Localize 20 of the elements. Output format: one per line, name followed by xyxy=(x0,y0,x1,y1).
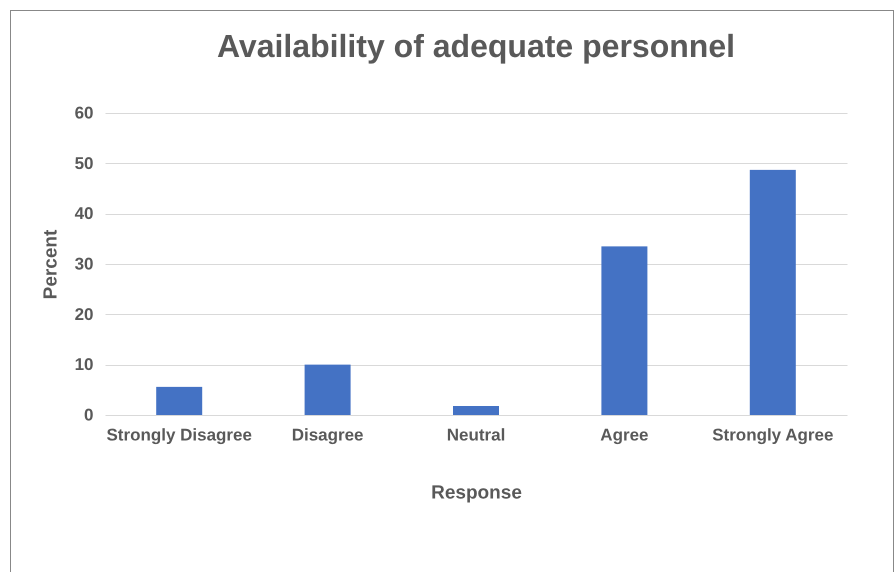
y-tick-label: 50 xyxy=(74,154,94,173)
x-tick-label: Neutral xyxy=(446,426,506,444)
chart-title: Availability of adequate personnel xyxy=(216,28,736,64)
bar xyxy=(601,246,648,415)
x-tick-label: Strongly Agree xyxy=(712,426,834,444)
bar xyxy=(750,170,796,415)
x-tick-label: Disagree xyxy=(292,426,364,444)
bar xyxy=(156,386,202,415)
y-axis-title: Percent xyxy=(40,228,62,300)
y-tick-label: 10 xyxy=(74,355,94,374)
y-tick-label: 30 xyxy=(74,254,94,274)
y-tick-label: 20 xyxy=(74,304,94,324)
x-tick-label: Strongly Disagree xyxy=(106,426,252,444)
bar xyxy=(453,406,499,415)
y-tick-label: 0 xyxy=(84,406,94,424)
y-tick-label: 40 xyxy=(74,204,94,224)
x-tick-label: Agree xyxy=(600,426,648,444)
x-axis-title: Response xyxy=(431,482,522,504)
bar xyxy=(304,364,351,415)
y-tick-label: 60 xyxy=(74,104,94,122)
